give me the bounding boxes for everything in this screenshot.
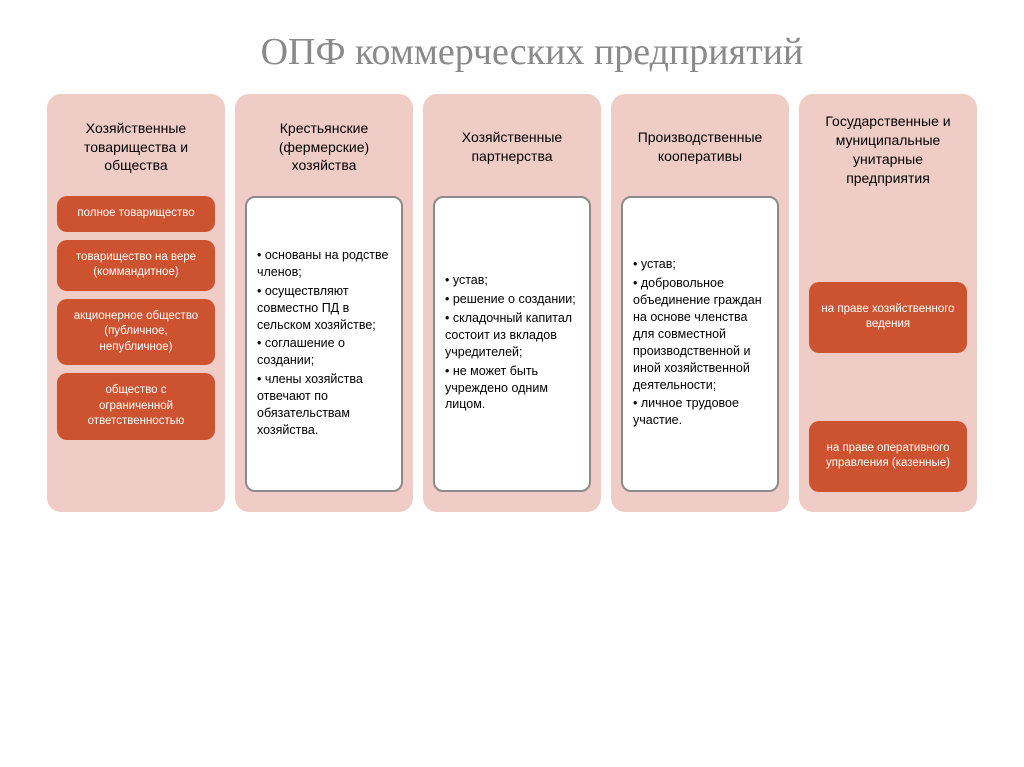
column-1-card-3: акционерное общество (публичное, непубли… [57, 299, 215, 366]
column-2-bullet-4: • члены хозяйства отвечают по обязательс… [257, 371, 391, 439]
column-4-bullet-2: • добровольное объединение граждан на ос… [633, 275, 767, 393]
column-3-bullet-1: • устав; [445, 272, 579, 289]
column-5-header: Государственные и муниципальные унитарны… [809, 106, 967, 202]
column-5: Государственные и муниципальные унитарны… [799, 94, 977, 512]
page-title: ОПФ коммерческих предприятий [80, 30, 984, 74]
column-4-body: • устав; • добровольное объединение граж… [621, 196, 779, 492]
column-2: Крестьянские (фермерские) хозяйства • ос… [235, 94, 413, 512]
column-4-bullet-1: • устав; [633, 256, 767, 273]
column-3-bullet-3: • складочный капитал состоит из вкладов … [445, 310, 579, 361]
column-3-body: • устав; • решение о создании; • складоч… [433, 196, 591, 492]
columns-container: Хозяйственные товарищества и общества по… [40, 94, 984, 512]
column-1-card-4: общество с ограниченной ответственностью [57, 373, 215, 440]
column-2-bullet-1: • основаны на родстве членов; [257, 247, 391, 281]
column-5-card-2: на праве оперативного управления (казенн… [809, 421, 967, 492]
column-3-header: Хозяйственные партнерства [433, 106, 591, 196]
column-2-bullet-3: • соглашение о создании; [257, 335, 391, 369]
column-4-header: Производственные кооперативы [621, 106, 779, 196]
column-5-card-1: на праве хозяйственного ведения [809, 282, 967, 353]
column-4: Производственные кооперативы • устав; • … [611, 94, 789, 512]
column-5-gap [809, 361, 967, 421]
column-1-header: Хозяйственные товарищества и общества [57, 106, 215, 196]
column-5-spacer [809, 202, 967, 282]
column-2-header: Крестьянские (фермерские) хозяйства [245, 106, 403, 196]
column-4-bullet-3: • личное трудовое участие. [633, 395, 767, 429]
column-2-bullet-2: • осуществляют совместно ПД в сельском х… [257, 283, 391, 334]
column-1-card-1: полное товарищество [57, 196, 215, 232]
column-3-bullet-2: • решение о создании; [445, 291, 579, 308]
column-2-body: • основаны на родстве членов; • осуществ… [245, 196, 403, 492]
column-3-bullet-4: • не может быть учреждено одним лицом. [445, 363, 579, 414]
column-1-card-2: товарищество на вере (коммандитное) [57, 240, 215, 291]
column-3: Хозяйственные партнерства • устав; • реш… [423, 94, 601, 512]
column-1: Хозяйственные товарищества и общества по… [47, 94, 225, 512]
